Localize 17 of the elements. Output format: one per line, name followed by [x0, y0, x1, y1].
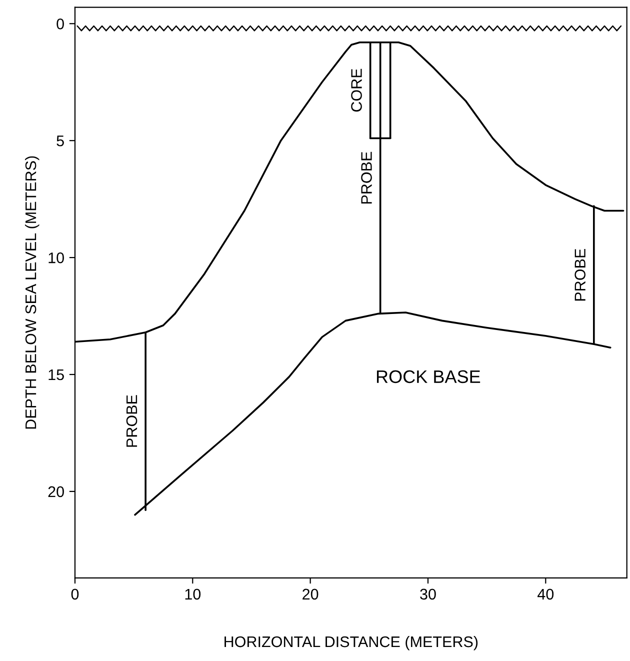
- y-tick-label: 10: [48, 252, 64, 264]
- text: PROBE: [361, 152, 372, 204]
- x-tick-label: 30: [420, 588, 436, 600]
- x-tick-label: 40: [538, 588, 554, 600]
- text: PROBE: [126, 395, 138, 447]
- y-tick-label: 0: [56, 18, 64, 30]
- x-tick-label: 10: [185, 588, 201, 600]
- text: CORE: [351, 68, 362, 112]
- y-tick-label: 5: [56, 136, 64, 146]
- annotation: ROCK BASE: [376, 370, 480, 384]
- y-tick-label: 20: [48, 486, 64, 498]
- x-tick-label: 20: [302, 588, 318, 600]
- y-tick-label: 15: [48, 370, 64, 380]
- text: PROBE: [574, 248, 586, 301]
- x-tick-label: 0: [71, 588, 79, 600]
- x-axis-title: HORIZONTAL DISTANCE (METERS): [224, 636, 478, 650]
- y-axis-title: DEPTH BELOW SEA LEVEL (METERS): [24, 156, 40, 429]
